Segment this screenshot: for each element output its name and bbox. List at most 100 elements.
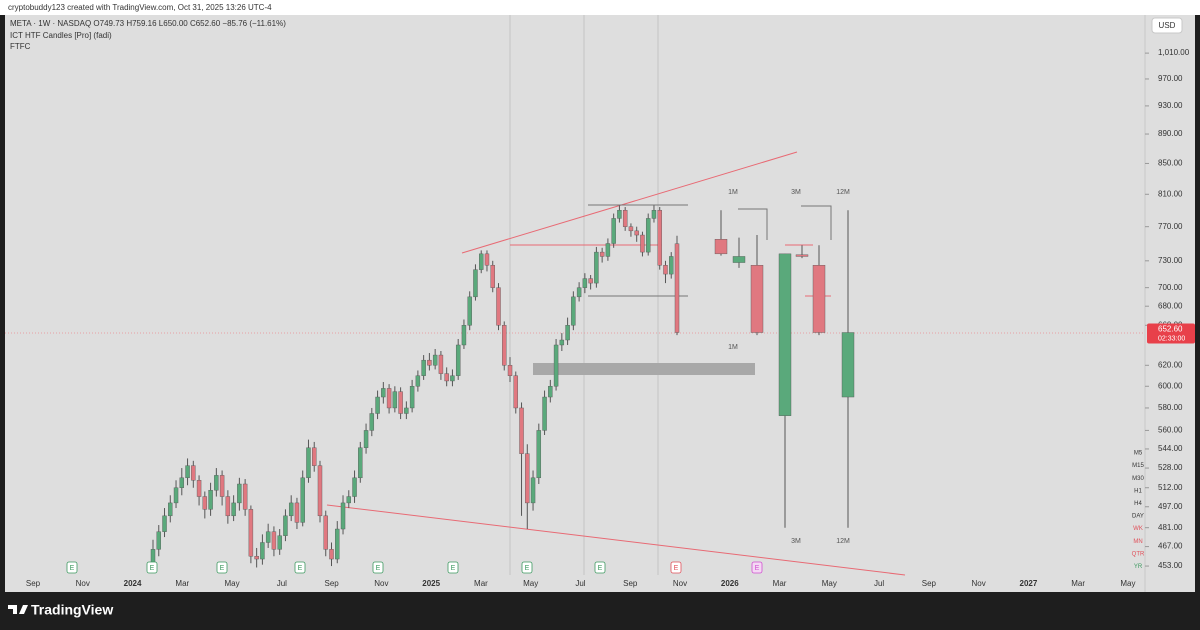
candle-body — [306, 447, 311, 479]
candle-body — [196, 480, 202, 497]
candle-body — [386, 388, 392, 409]
earnings-marker — [146, 561, 158, 574]
logo-icon — [8, 605, 28, 614]
footer — [0, 592, 1200, 630]
trend-line — [461, 151, 798, 254]
candle-body — [542, 396, 547, 431]
candle-body — [265, 531, 271, 543]
y-tick-label: 528.00 — [1158, 463, 1183, 472]
candle-body — [421, 359, 426, 376]
candle-body — [214, 475, 219, 491]
candle-body — [156, 531, 161, 550]
candle-body — [317, 465, 323, 517]
candle-body — [162, 515, 167, 532]
earnings-label: E — [220, 565, 225, 572]
candle-body — [513, 375, 518, 409]
y-tick-label: 890.00 — [1158, 129, 1183, 138]
x-tick-label: 2026 — [721, 579, 739, 588]
y-tick-label: 810.00 — [1158, 189, 1183, 198]
candle-body — [237, 483, 242, 504]
candle-body — [288, 502, 294, 517]
htf-label: 3M — [791, 189, 801, 196]
candle-body — [404, 407, 409, 414]
timeframe-label: H1 — [1134, 488, 1142, 494]
x-tick-label: 2027 — [1020, 579, 1038, 588]
candle-body — [795, 254, 809, 257]
indicator-name: ICT HTF Candles [Pro] (fadi) — [10, 31, 112, 40]
x-tick-label: Sep — [26, 579, 41, 588]
earnings-marker — [294, 561, 306, 574]
candle-body — [173, 487, 179, 504]
earnings-label: E — [150, 565, 155, 572]
candle-body — [669, 256, 674, 275]
x-tick-label: Sep — [922, 579, 937, 588]
candle-body — [231, 502, 236, 517]
candle-body — [588, 278, 593, 284]
candle-body — [525, 453, 530, 504]
price-tag-label: 652.60 — [1158, 325, 1183, 334]
candle-body — [645, 218, 651, 253]
y-tick-label: 770.00 — [1158, 222, 1183, 231]
earnings-label: E — [755, 565, 760, 572]
candle-body — [335, 528, 340, 560]
trend-line — [326, 504, 906, 576]
candle-body — [473, 269, 478, 298]
candle-body — [369, 413, 375, 431]
candle-body — [312, 447, 317, 466]
candle-body — [427, 359, 432, 366]
candle-body — [594, 251, 599, 284]
candle-body — [409, 386, 415, 409]
zone — [533, 363, 755, 375]
earnings-marker — [216, 561, 228, 574]
x-tick-label: 2024 — [124, 579, 142, 588]
y-tick-label: 930.00 — [1158, 101, 1183, 110]
candle-body — [208, 490, 213, 510]
candle-body — [467, 296, 472, 326]
earnings-label: E — [70, 565, 75, 572]
y-tick-label: 512.00 — [1158, 483, 1183, 492]
earnings-label: E — [525, 565, 530, 572]
candle-body — [750, 265, 764, 333]
htf-bracket — [801, 205, 832, 240]
candle-body — [634, 230, 639, 236]
candle-body — [432, 354, 438, 366]
earnings-marker — [670, 561, 682, 574]
y-tick-label: 481.00 — [1158, 523, 1183, 532]
x-tick-label: May — [523, 579, 538, 588]
y-tick-label: 680.00 — [1158, 301, 1183, 310]
chart-title: META · 1W · NASDAQ O749.73 H759.16 L650.… — [10, 19, 286, 28]
candle-body — [640, 234, 645, 253]
currency-box[interactable] — [1151, 17, 1183, 34]
earnings-marker — [372, 561, 384, 574]
y-tick-label: 700.00 — [1158, 283, 1183, 292]
candle-body — [340, 502, 346, 530]
x-tick-label: Nov — [972, 579, 986, 588]
earnings-marker — [521, 561, 533, 574]
candle-body — [191, 465, 196, 481]
candle-body — [415, 375, 421, 387]
htf-label: 3M — [791, 538, 801, 545]
htf-label: 12M — [836, 538, 850, 545]
y-tick-label: 467.00 — [1158, 542, 1183, 551]
candle-body — [202, 496, 208, 510]
timeframe-label: YR — [1134, 564, 1143, 570]
plot-area — [5, 15, 1195, 592]
candle-body — [248, 509, 254, 557]
x-tick-label: 2025 — [422, 579, 440, 588]
price-tag — [1147, 323, 1195, 344]
earnings-label: E — [376, 565, 381, 572]
earnings-label: E — [674, 565, 679, 572]
candle-body — [461, 325, 467, 346]
timeframe-label: M30 — [1132, 476, 1144, 482]
candle-body — [628, 226, 634, 232]
candle-body — [617, 210, 622, 219]
candle-body — [352, 477, 357, 497]
footer-logo — [8, 605, 28, 614]
x-tick-label: Nov — [76, 579, 90, 588]
y-tick-label: 1,010.00 — [1158, 48, 1190, 57]
candle-body — [622, 210, 628, 227]
candle-body — [484, 253, 490, 266]
earnings-marker — [751, 561, 763, 574]
